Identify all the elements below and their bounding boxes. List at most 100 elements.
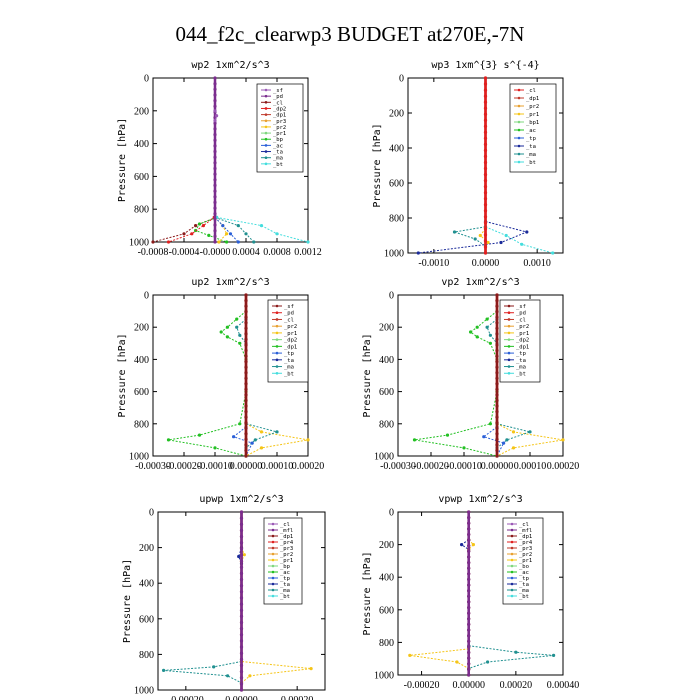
- series-point-pd: [495, 332, 499, 336]
- series-point-pd: [213, 217, 217, 221]
- series-point-pd: [213, 104, 217, 108]
- legend-marker: [264, 113, 268, 116]
- series-point-pd: [244, 365, 248, 369]
- series-point-cl: [483, 154, 488, 158]
- legend-label: _ma: [516, 365, 526, 371]
- series-point-mfl: [239, 614, 244, 618]
- series-point-mfl: [467, 510, 471, 514]
- series-point-pd: [495, 404, 499, 408]
- series-point-pd: [495, 360, 499, 364]
- legend-label: _dp1: [273, 113, 286, 119]
- legend-label: _ma: [273, 156, 283, 162]
- legend-marker: [264, 119, 268, 123]
- series-point-pd: [495, 304, 499, 308]
- legend-marker: [275, 371, 279, 375]
- legend-label: _ac: [280, 570, 290, 576]
- panel-wp3: wp3 1xm^{3} s^{-4} Pressure [hPa] 0 200 400 6…: [372, 60, 564, 269]
- series-point-pr1: [166, 438, 171, 442]
- series-point-ac: [237, 554, 241, 559]
- y-tick-label: 0: [389, 291, 394, 302]
- series-point-pr1: [408, 653, 412, 658]
- x-tick-label: 0.0010: [523, 258, 551, 269]
- series-point-pd: [495, 432, 499, 436]
- series-point-cl: [483, 88, 488, 92]
- y-tick-label: 0: [389, 508, 394, 519]
- legend-marker: [517, 120, 521, 124]
- series-point-pd: [213, 144, 217, 148]
- series-point-mfl: [239, 639, 244, 643]
- series-point-ac: [228, 232, 233, 236]
- legend-marker: [510, 594, 514, 598]
- y-tick-label: 800: [134, 205, 149, 216]
- series-point-pd: [213, 76, 217, 80]
- series-point-ma: [275, 430, 279, 434]
- x-tick-label: 0.00020: [547, 461, 580, 472]
- series-point-pr1: [412, 438, 417, 442]
- y-tick-label: 200: [379, 540, 394, 551]
- legend-label: _bt: [280, 594, 290, 600]
- series-point-cl: [190, 232, 194, 236]
- legend-label: _ma: [280, 588, 290, 594]
- series-point-cl: [483, 100, 488, 104]
- y-axis-label: Pressure [hPa]: [372, 123, 383, 207]
- series-point-cl: [201, 224, 205, 228]
- legend-marker: [517, 96, 521, 100]
- legend: _cl_mfl_dp1_pr4_pr3_pr2_pr1_bp_ac_tp_ta_…: [263, 517, 303, 605]
- series-point-mfl: [467, 555, 471, 559]
- panel-title: up2 1xm^2/s^3: [191, 277, 269, 288]
- series-point-pd: [213, 127, 217, 131]
- y-tick-label: 400: [389, 144, 404, 155]
- series-point-bt: [259, 224, 264, 228]
- series-point-pr2: [511, 430, 516, 434]
- series-line-tp: [482, 426, 505, 457]
- y-tick-label: 0: [399, 74, 404, 85]
- legend-marker: [510, 570, 514, 574]
- series-point-mfl: [467, 662, 471, 666]
- panel-vp2: vp2 1xm^2/s^3 Pressure [hPa] 0 200 400 600 800…: [362, 277, 579, 472]
- legend-marker: [271, 522, 275, 526]
- legend-label: _tp: [519, 576, 529, 582]
- series-point-pd: [495, 315, 499, 319]
- series-point-cl: [483, 94, 488, 98]
- series-point-pd: [495, 437, 499, 441]
- series-point-mfl: [239, 670, 244, 674]
- series-point-bt: [551, 251, 555, 255]
- legend-label: _ta: [284, 358, 294, 364]
- series-point-pd: [244, 310, 248, 314]
- series-point-pd: [244, 376, 248, 380]
- series-point-ac: [460, 543, 464, 547]
- legend-marker: [264, 107, 268, 110]
- series-point-pr1: [235, 317, 239, 321]
- series-point-ma: [485, 325, 489, 329]
- legend-marker: [510, 540, 514, 544]
- series-point-mfl: [467, 549, 471, 553]
- legend-label: _bt: [526, 160, 536, 166]
- series-point-pd: [495, 299, 499, 303]
- series-point-cl: [483, 245, 488, 249]
- series-point-pd: [495, 321, 499, 325]
- series-point-dp1: [151, 240, 155, 244]
- series-point-mfl: [239, 516, 244, 520]
- legend-label: _cl: [519, 522, 529, 528]
- legend-marker: [271, 570, 275, 574]
- series-point-ma: [235, 325, 239, 329]
- legend-label: _pr4: [280, 540, 294, 546]
- legend-marker: [510, 534, 514, 538]
- legend-marker: [510, 588, 514, 592]
- series-point-pr1: [225, 335, 229, 339]
- series-point-pd: [213, 87, 217, 91]
- series-point-cl: [483, 112, 488, 116]
- legend-marker: [275, 318, 279, 321]
- series-point-cl: [483, 76, 488, 80]
- series-point-pd: [244, 454, 248, 458]
- series-point-pd: [495, 326, 499, 330]
- legend-label: _dp1: [280, 534, 293, 540]
- legend-marker: [275, 331, 279, 335]
- panel-title: wp3 1xm^{3} s^{-4}: [431, 60, 539, 71]
- legend-label: _pr1: [273, 131, 286, 137]
- series-point-pd: [495, 415, 499, 419]
- legend-marker: [517, 88, 521, 92]
- series-point-cl: [483, 185, 488, 189]
- series-point-pr2: [511, 446, 516, 450]
- legend-label: _sf: [284, 304, 294, 310]
